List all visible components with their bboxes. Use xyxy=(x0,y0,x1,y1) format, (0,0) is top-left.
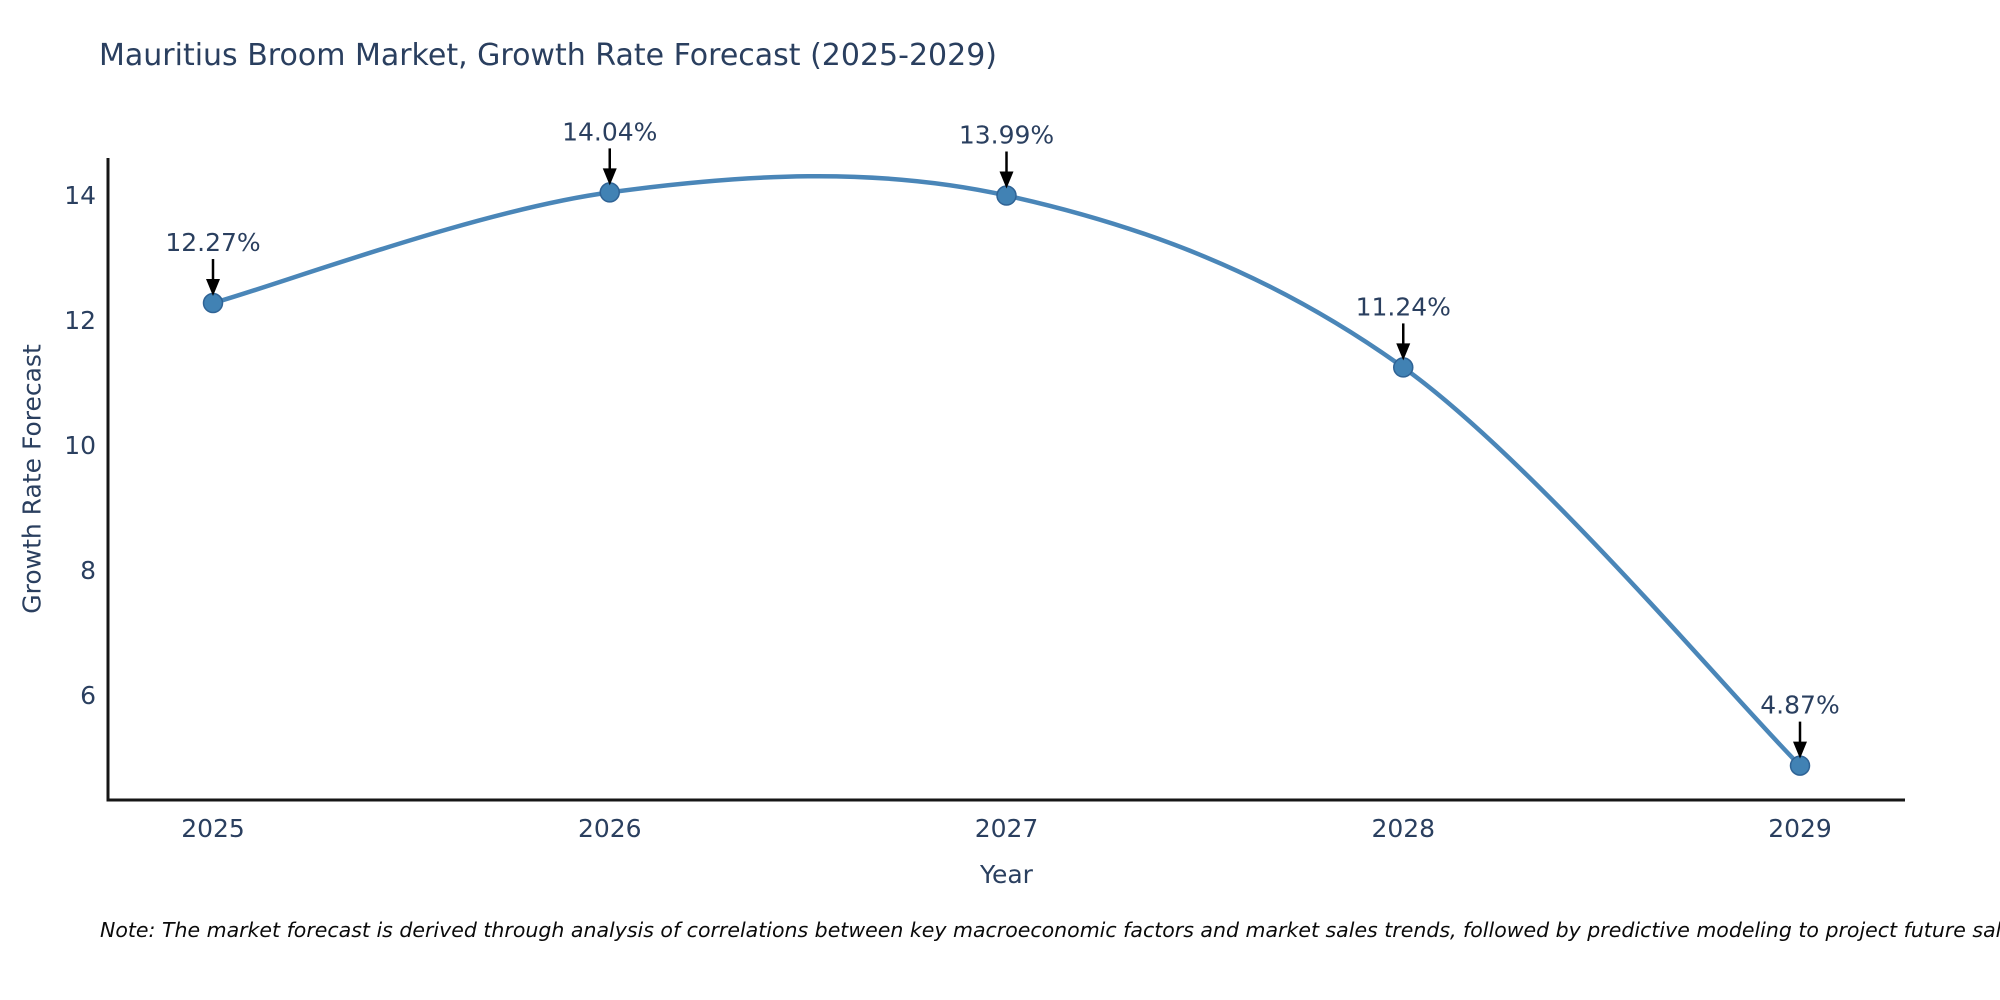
footnote: Note: The market forecast is derived thr… xyxy=(100,918,2000,942)
annotation-label: 4.87% xyxy=(1760,691,1839,720)
annotation-arrowhead xyxy=(1396,343,1411,361)
annotation-arrowhead xyxy=(1793,741,1807,759)
data-point-marker xyxy=(599,182,620,203)
x-tick-label: 2025 xyxy=(181,814,245,843)
x-tick-label: 2027 xyxy=(975,814,1039,843)
y-tick-label: 12 xyxy=(64,306,96,335)
series-line xyxy=(212,173,1802,768)
data-point-marker xyxy=(202,292,224,314)
x-tick-label: 2026 xyxy=(578,814,642,843)
x-axis-title: Year xyxy=(980,860,1033,889)
annotation-arrowhead xyxy=(602,168,617,186)
annotation-label: 13.99% xyxy=(959,121,1054,150)
data-point-marker xyxy=(1789,755,1811,776)
chart-title: Mauritius Broom Market, Growth Rate Fore… xyxy=(99,38,998,73)
y-tick-label: 6 xyxy=(80,681,96,710)
annotation-label: 12.27% xyxy=(165,228,260,257)
y-tick-label: 8 xyxy=(80,556,96,585)
annotation-label: 14.04% xyxy=(562,117,657,146)
annotation-label: 11.24% xyxy=(1356,292,1451,321)
data-point-marker xyxy=(1393,357,1414,378)
annotation-arrowhead xyxy=(999,171,1014,189)
y-tick-label: 10 xyxy=(64,431,96,460)
annotation-arrowhead xyxy=(206,279,220,297)
data-point-marker xyxy=(996,185,1017,206)
y-tick-label: 14 xyxy=(64,181,96,210)
x-tick-label: 2029 xyxy=(1768,814,1832,843)
x-tick-label: 2028 xyxy=(1371,814,1435,843)
